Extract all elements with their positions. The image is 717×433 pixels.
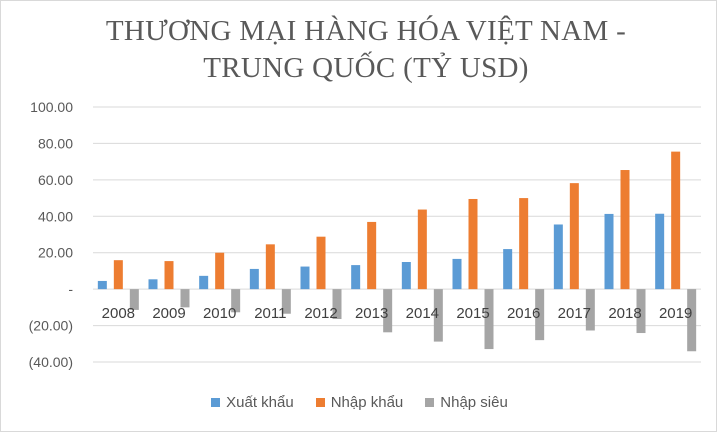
bar-xuat-khau-2014 (401, 262, 411, 290)
bar-nhap-sieu-2019 (687, 289, 697, 352)
bar-nhap-sieu-2013 (383, 289, 393, 333)
x-tick-label-2016: 2016 (507, 305, 540, 322)
legend: Xuất khẩu Nhập khẩu Nhập siêu (1, 391, 717, 413)
bar-xuat-khau-2018 (604, 213, 614, 290)
x-tick-label-2010: 2010 (203, 305, 236, 322)
bar-nhap-khau-2008 (113, 260, 123, 290)
bar-nhap-sieu-2008 (129, 289, 139, 310)
x-tick-label-2011: 2011 (254, 305, 286, 322)
bar-nhap-khau-2010 (215, 252, 225, 290)
bar-nhap-khau-2011 (265, 244, 275, 290)
legend-swatch-xuat-khau (211, 397, 221, 407)
bar-nhap-khau-2015 (468, 198, 478, 290)
bar-nhap-khau-2016 (519, 198, 529, 290)
bar-nhap-sieu-2018 (636, 289, 646, 334)
bar-nhap-khau-2017 (569, 183, 579, 290)
x-axis-tick-labels: 2008 2009 2010 2011 2012 2013 2014 2015 2016 2017… (102, 305, 693, 322)
y-tick-label: 80.00 (38, 135, 73, 151)
x-tick-label-2014: 2014 (406, 305, 439, 322)
y-axis-tick-labels: 100.00 80.00 60.00 40.00 20.00 - (20.00) (40.00… (29, 99, 74, 370)
legend-swatch-nhap-khau (315, 397, 325, 407)
bar-xuat-khau-2019 (655, 213, 665, 290)
y-tick-label: 100.00 (30, 99, 73, 115)
chart-title-line-2: TRUNG QUỐC (TỶ USD) (203, 52, 529, 84)
chart-title-line-1: THƯƠNG MẠI HÀNG HÓA VIỆT NAM - (105, 15, 627, 47)
gridlines (93, 106, 701, 363)
x-tick-label-2012: 2012 (304, 305, 337, 322)
bar-xuat-khau-2012 (300, 266, 310, 290)
bar-nhap-sieu-2009 (180, 289, 190, 308)
legend-label-nhap-khau: Nhập khẩu (330, 393, 404, 411)
bar-xuat-khau-2016 (503, 249, 513, 290)
bar-nhap-khau-2018 (620, 170, 630, 290)
bar-xuat-khau-2010 (199, 275, 209, 290)
bar-xuat-khau-2017 (553, 224, 563, 290)
y-tick-label: 20.00 (38, 245, 73, 261)
legend-label-nhap-sieu: Nhập siêu (440, 393, 508, 411)
bar-nhap-sieu-2015 (484, 289, 494, 350)
bar-nhap-sieu-2011 (281, 289, 291, 314)
bar-xuat-khau-2013 (351, 265, 361, 290)
y-tick-label: (40.00) (29, 354, 73, 370)
y-tick-label: (20.00) (29, 318, 73, 334)
legend-item-nhap-khau: Nhập khẩu (315, 393, 404, 411)
x-tick-label-2019: 2019 (659, 305, 692, 322)
bar-nhap-khau-2019 (671, 151, 681, 290)
x-tick-label-2017: 2017 (558, 305, 591, 322)
x-tick-label-2013: 2013 (355, 305, 388, 322)
bar-nhap-khau-2013 (367, 221, 377, 290)
bar-xuat-khau-2015 (452, 258, 462, 290)
bar-nhap-khau-2012 (316, 236, 326, 290)
y-tick-label: 40.00 (38, 208, 73, 224)
y-tick-label: - (68, 281, 73, 297)
legend-item-nhap-sieu: Nhập siêu (425, 394, 508, 411)
y-tick-label: 60.00 (38, 172, 73, 188)
bar-nhap-sieu-2010 (231, 289, 241, 313)
bar-xuat-khau-2011 (249, 268, 259, 290)
bar-nhap-khau-2014 (417, 209, 427, 290)
bar-xuat-khau-2009 (148, 279, 158, 290)
legend-item-xuat-khau: Xuất khẩu (211, 394, 294, 411)
chart-title: THƯƠNG MẠI HÀNG HÓA VIỆT NAM - TRUNG QUỐ… (61, 13, 671, 87)
legend-swatch-nhap-sieu (425, 397, 435, 407)
bar-nhap-sieu-2014 (433, 289, 443, 342)
bars (97, 151, 697, 352)
x-tick-label-2015: 2015 (456, 305, 489, 322)
legend-label-xuat-khau: Xuất khẩu (226, 393, 294, 411)
bar-xuat-khau-2008 (97, 280, 107, 290)
bar-nhap-sieu-2016 (535, 289, 545, 341)
x-tick-label-2018: 2018 (608, 305, 641, 322)
bar-nhap-khau-2009 (164, 261, 174, 290)
x-tick-label-2009: 2009 (152, 305, 185, 322)
bar-nhap-sieu-2012 (332, 289, 342, 320)
bar-nhap-sieu-2017 (585, 289, 595, 331)
x-tick-label-2008: 2008 (102, 305, 135, 322)
